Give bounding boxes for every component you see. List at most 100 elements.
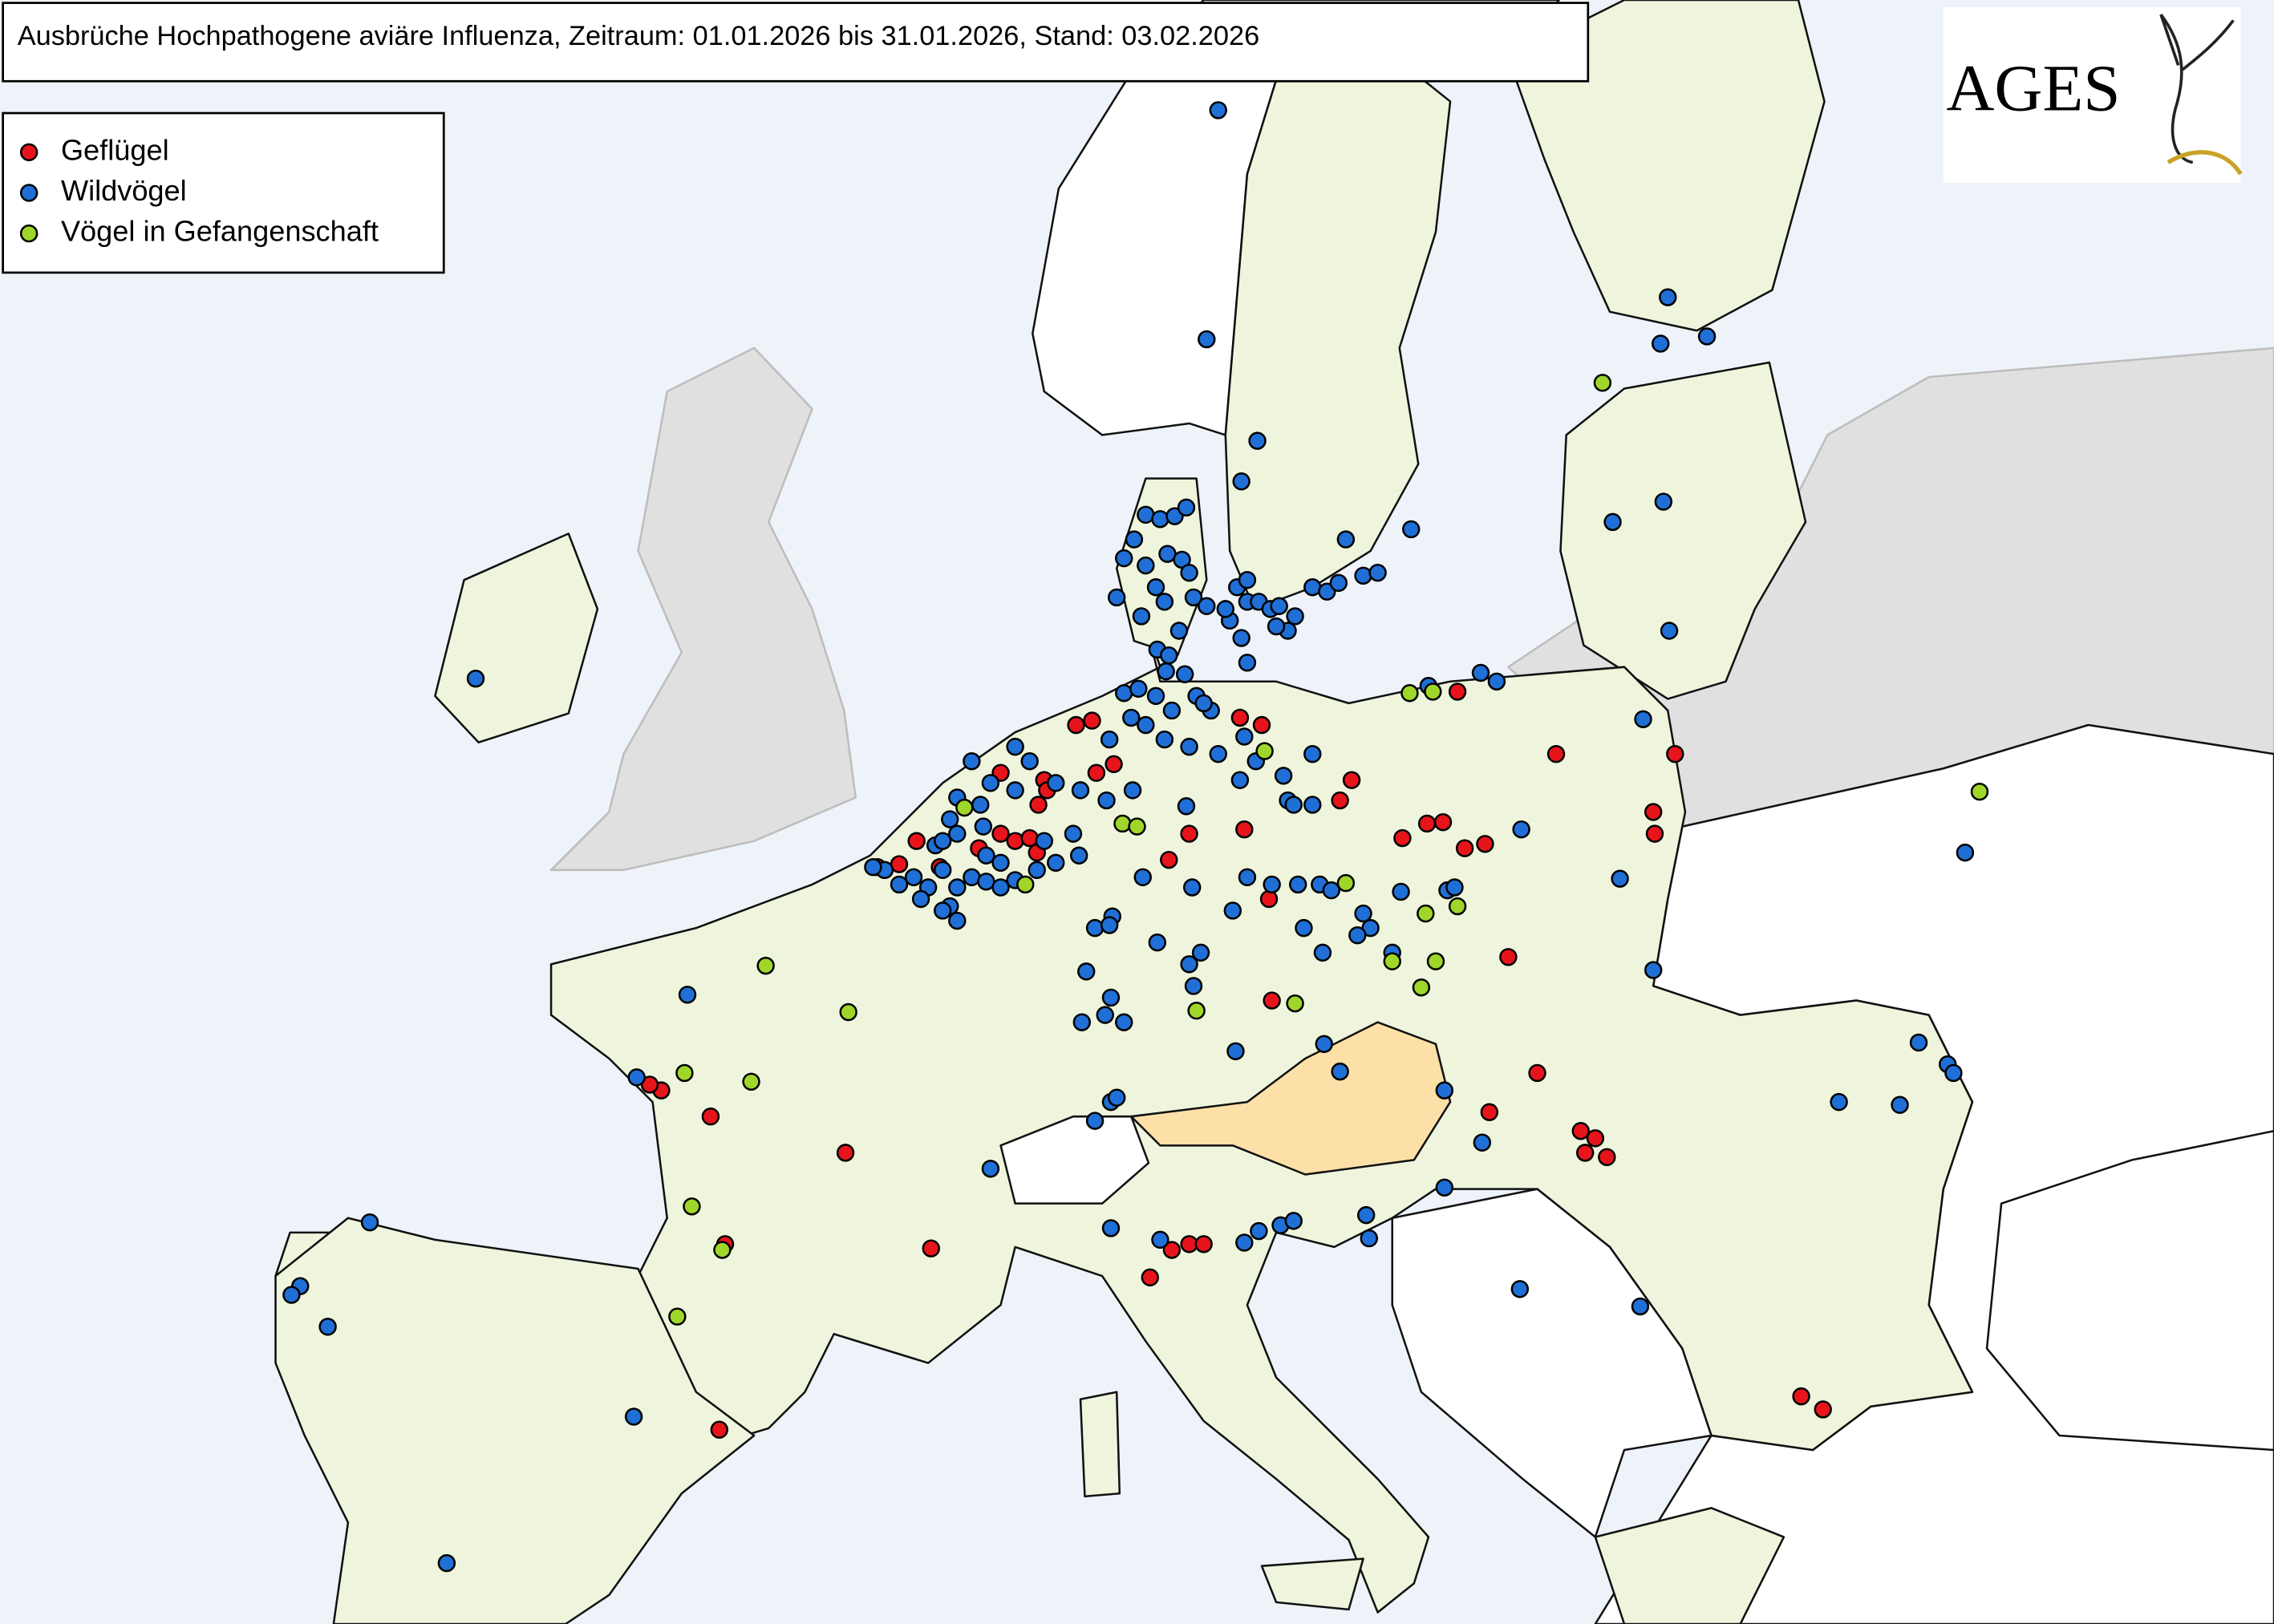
outbreak-dot bbox=[1336, 530, 1356, 549]
iberia bbox=[274, 1217, 756, 1624]
outbreak-dot bbox=[1645, 824, 1664, 843]
outbreak-dot bbox=[1155, 730, 1174, 749]
outbreak-dot bbox=[1194, 1235, 1213, 1253]
outbreak-dot bbox=[1128, 817, 1146, 836]
outbreak-dot bbox=[627, 1068, 646, 1087]
outbreak-dot bbox=[1028, 861, 1046, 880]
outbreak-dot bbox=[1115, 684, 1133, 703]
outbreak-dot bbox=[1151, 510, 1169, 529]
outbreak-dot bbox=[1230, 708, 1250, 727]
outbreak-dot bbox=[1303, 744, 1322, 763]
outbreak-dot bbox=[1209, 101, 1227, 119]
outbreak-dot bbox=[991, 878, 1010, 897]
outbreak-dot bbox=[1284, 1212, 1303, 1230]
outbreak-dot bbox=[963, 752, 981, 771]
outbreak-dot bbox=[1598, 1148, 1616, 1167]
outbreak-dot bbox=[963, 868, 981, 887]
outbreak-dot bbox=[1096, 1006, 1114, 1024]
austria bbox=[1130, 1021, 1452, 1176]
outbreak-dot bbox=[1448, 897, 1467, 916]
outbreak-dot bbox=[934, 901, 952, 920]
outbreak-dot bbox=[713, 1241, 732, 1259]
outbreak-dot bbox=[941, 810, 959, 828]
outbreak-dot bbox=[1435, 1081, 1454, 1100]
outbreak-dot bbox=[1137, 715, 1155, 735]
outbreak-dot bbox=[1644, 961, 1663, 979]
outbreak-dot bbox=[836, 1144, 855, 1162]
outbreak-dot bbox=[1303, 578, 1322, 597]
outbreak-dot bbox=[1593, 374, 1612, 392]
outbreak-dot bbox=[1356, 1205, 1376, 1225]
outbreak-dot bbox=[1235, 727, 1254, 746]
outbreak-dot bbox=[1315, 1035, 1333, 1053]
outbreak-dot bbox=[1448, 682, 1467, 701]
legend-marker bbox=[19, 143, 39, 162]
outbreak-dot bbox=[991, 824, 1010, 843]
outbreak-dot bbox=[1329, 573, 1348, 593]
outbreak-dot bbox=[1383, 952, 1401, 970]
outbreak-dot bbox=[1417, 904, 1435, 923]
switzerland bbox=[999, 1115, 1150, 1205]
outbreak-dot bbox=[360, 1213, 379, 1232]
outbreak-dot bbox=[1313, 943, 1332, 962]
outbreak-dot bbox=[1071, 781, 1090, 800]
outbreak-dot bbox=[1083, 711, 1101, 730]
legend-box bbox=[2, 111, 445, 274]
outbreak-dot bbox=[981, 1160, 1000, 1178]
outbreak-dot bbox=[1100, 730, 1119, 749]
outbreak-dot bbox=[981, 774, 1000, 792]
outbreak-dot bbox=[675, 1063, 694, 1083]
baltics bbox=[1559, 361, 1807, 700]
outbreak-dot bbox=[890, 875, 909, 894]
outbreak-dot bbox=[1575, 1144, 1595, 1162]
outbreak-dot bbox=[1072, 1013, 1092, 1031]
outbreak-dot bbox=[1132, 607, 1151, 626]
outbreak-dot bbox=[971, 796, 990, 814]
outbreak-dot bbox=[1146, 578, 1165, 597]
outbreak-dot bbox=[1487, 672, 1506, 691]
outbreak-dot bbox=[1259, 889, 1279, 909]
outbreak-dot bbox=[1360, 1229, 1378, 1248]
outbreak-dot bbox=[934, 861, 952, 880]
outbreak-dot bbox=[1020, 828, 1039, 848]
outbreak-dot bbox=[1412, 978, 1431, 997]
outbreak-dot bbox=[678, 986, 697, 1004]
outbreak-dot bbox=[1393, 828, 1412, 848]
outbreak-dot bbox=[1157, 662, 1175, 681]
outbreak-dot bbox=[1660, 622, 1679, 640]
outbreak-dot bbox=[1571, 1122, 1590, 1140]
outbreak-dot bbox=[1209, 744, 1227, 763]
outbreak-dot bbox=[1184, 977, 1203, 995]
outbreak-dot bbox=[466, 669, 485, 688]
outbreak-dot bbox=[1097, 791, 1116, 810]
ukraine-sea bbox=[1985, 1130, 2274, 1452]
legend-label: Vögel in Gefangenschaft bbox=[61, 215, 379, 248]
outbreak-dot bbox=[1077, 962, 1096, 981]
outbreak-dot bbox=[1180, 563, 1198, 582]
outbreak-dot bbox=[1255, 742, 1274, 760]
outbreak-dot bbox=[1115, 1013, 1133, 1031]
outbreak-dot bbox=[1125, 530, 1144, 549]
outbreak-dot bbox=[1180, 824, 1198, 843]
outbreak-dot bbox=[1654, 492, 1673, 511]
outbreak-dot bbox=[1263, 875, 1281, 894]
outbreak-dot bbox=[922, 1239, 940, 1257]
outbreak-dot bbox=[1113, 814, 1132, 833]
outbreak-dot bbox=[1151, 1230, 1169, 1249]
outbreak-dot bbox=[1226, 1042, 1245, 1061]
outbreak-dot bbox=[1267, 617, 1286, 636]
outbreak-dot bbox=[1402, 520, 1421, 539]
outbreak-dot bbox=[1105, 755, 1123, 774]
legend: Geflügel Wildvögel Vögel in Gefangenschaft bbox=[19, 133, 379, 248]
outbreak-dot bbox=[1433, 812, 1453, 832]
outbreak-dot bbox=[1146, 686, 1165, 706]
outbreak-dot bbox=[1322, 881, 1340, 900]
outbreak-dot bbox=[1659, 288, 1677, 306]
outbreak-dot bbox=[1115, 549, 1133, 568]
outbreak-dot bbox=[710, 1420, 728, 1439]
outbreak-dot bbox=[1270, 597, 1288, 615]
outbreak-dot bbox=[991, 853, 1010, 872]
outbreak-dot bbox=[948, 911, 967, 930]
